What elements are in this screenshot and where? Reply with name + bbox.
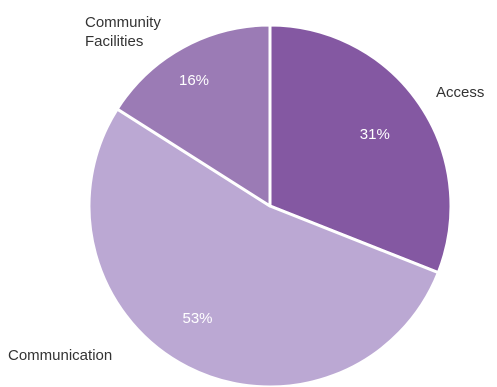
data-label-access: 31% <box>360 126 390 143</box>
pie-slices <box>87 23 453 387</box>
pie-slice-access <box>268 23 453 275</box>
pie-category-labels: Access Communication Community Facilities <box>8 14 484 364</box>
category-label-access: Access <box>436 84 484 101</box>
data-label-community-facilities: 16% <box>179 72 209 89</box>
pie-value-labels: 31% 53% 16% <box>179 72 390 327</box>
data-label-communication: 53% <box>182 310 212 327</box>
category-label-community-facilities: Community Facilities <box>85 14 161 50</box>
pie-slice-communication <box>87 107 440 387</box>
category-label-communication: Communication <box>8 347 112 364</box>
pie-slice-community-facilities <box>115 23 272 208</box>
